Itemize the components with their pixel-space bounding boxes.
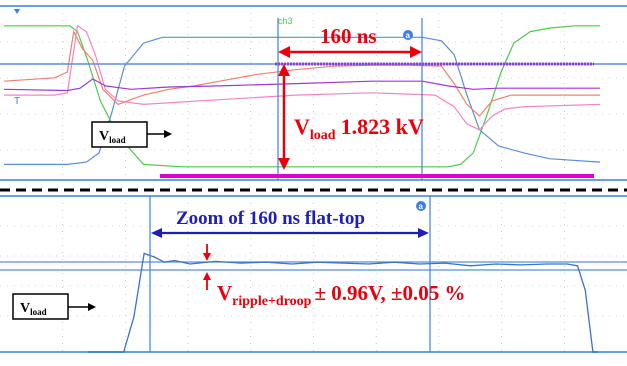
zoom-panel: a Zoom of 160 ns flat-top Vripple+droop ±… [0,195,627,353]
overview-grid [0,6,627,180]
cursor-tag-bottom-label: a [419,202,424,211]
width-arrow-left-icon [278,46,290,58]
ripple-label: Vripple+droop ± 0.96V, ±0.05 % [217,281,465,309]
vload-label-bottom: Vload [20,301,47,317]
pulse-width-label: 160 ns [320,24,377,48]
trace-pink [4,24,601,131]
ripple-arrow-up-icon [203,272,211,280]
cursor-tag-top-icon[interactable] [403,30,413,40]
ground-marker-icon: T [14,96,20,107]
vload-label-box-top [91,121,148,148]
trace-magenta [3,78,600,92]
cursor-tag-bottom-icon[interactable] [416,201,426,211]
vload-pointer-top-icon [164,130,172,138]
vload-label-top: Vload [99,129,126,145]
trigger-marker-icon [14,9,20,14]
zoom-arrow-right-icon [418,228,429,238]
vload-label-box-bottom [12,293,69,320]
trace-vload_zoom [88,252,598,353]
vload-amplitude-label: Vload 1.823 kV [294,114,424,143]
amp-arrow-up-icon [278,64,290,76]
zoom-arrow-left-icon [151,228,162,238]
cursor-tag-top-label: a [406,31,411,40]
trace-salmon [3,29,600,117]
zoom-traces [88,252,598,353]
amp-arrow-down-icon [278,158,290,170]
overview-panel: T ch3 a 160 ns Vload 1.823 kV Vload [0,0,627,181]
zoom-grid [0,196,627,352]
vload-pointer-bottom-icon [88,303,96,311]
overview-traces [3,24,601,168]
trace-green [4,25,600,168]
width-arrow-right-icon [410,46,422,58]
ripple-arrow-down-icon [203,253,211,261]
zoom-title: Zoom of 160 ns flat-top [176,208,365,229]
channel-tag: ch3 [278,16,293,26]
